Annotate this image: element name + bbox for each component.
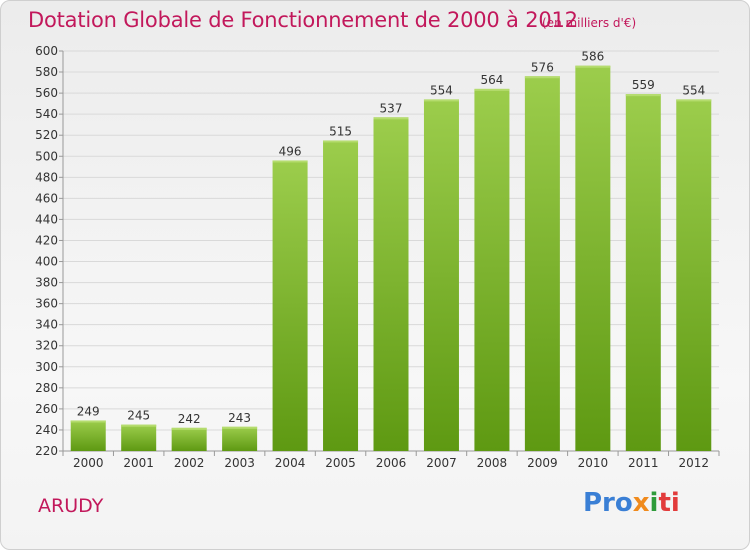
bar-top-highlight — [171, 427, 207, 430]
x-tick-label: 2000 — [73, 456, 104, 470]
y-tick-label: 520 — [35, 128, 58, 142]
data-label: 564 — [480, 73, 503, 87]
y-tick-label: 540 — [35, 107, 58, 121]
bar-top-highlight — [121, 424, 157, 427]
y-tick-labels: 220 240 260 280 300 320 340 360 380 400 420 440 460 4… — [35, 44, 58, 458]
bar-top-highlight — [524, 76, 560, 79]
y-tick-label: 460 — [35, 191, 58, 205]
y-tick-label: 420 — [35, 233, 58, 247]
data-label: 576 — [531, 60, 554, 74]
x-tick-label: 2009 — [527, 456, 558, 470]
bar — [70, 420, 106, 451]
y-tick-label: 340 — [35, 318, 58, 332]
x-tick-label: 2006 — [376, 456, 407, 470]
x-tick-label: 2008 — [477, 456, 508, 470]
x-tick-labels: 2000 2001 2002 2003 2004 2005 2006 2007 2008 2009… — [62, 451, 720, 470]
x-tick-label: 2011 — [628, 456, 659, 470]
bar — [676, 99, 712, 451]
x-tick-label: 2002 — [174, 456, 205, 470]
y-tick-label: 440 — [35, 212, 58, 226]
x-tick-label: 2005 — [325, 456, 356, 470]
bar — [121, 424, 157, 451]
y-tick-label: 320 — [35, 339, 58, 353]
data-label: 243 — [228, 411, 251, 425]
x-tick-label: 2001 — [123, 456, 154, 470]
town-name: ARUDY — [38, 495, 104, 517]
data-label: 242 — [178, 412, 201, 426]
y-tick-label: 560 — [35, 86, 58, 100]
data-label: 586 — [581, 50, 604, 64]
y-tick-label: 580 — [35, 65, 58, 79]
bar — [423, 99, 459, 451]
x-tick-label: 2007 — [426, 456, 457, 470]
data-label: 496 — [279, 144, 302, 158]
bar — [171, 427, 207, 451]
y-tick-label: 240 — [35, 423, 58, 437]
y-tick-label: 360 — [35, 297, 58, 311]
bar — [575, 65, 611, 451]
data-label: 245 — [127, 409, 150, 423]
bar — [524, 76, 560, 452]
y-tick-label: 220 — [35, 444, 58, 458]
bar-top-highlight — [373, 117, 409, 120]
bar — [474, 88, 510, 451]
y-tick-label: 480 — [35, 170, 58, 184]
data-label: 537 — [380, 101, 403, 115]
bar-top-highlight — [625, 94, 661, 97]
x-tick-label: 2004 — [275, 456, 306, 470]
bar-top-highlight — [474, 88, 510, 91]
bar — [272, 160, 308, 451]
y-tick-label: 600 — [35, 44, 58, 58]
x-tick-label: 2003 — [224, 456, 255, 470]
bar-top-highlight — [323, 140, 359, 143]
bar — [373, 117, 409, 451]
bar-top-highlight — [575, 65, 611, 68]
data-label: 554 — [682, 83, 705, 97]
data-labels: 249 245 242 243 496 515 537 554 564 576 586 559 554 — [77, 50, 705, 426]
unit-note: (en milliers d'€) — [542, 16, 637, 30]
bars — [70, 65, 712, 452]
bar — [222, 426, 258, 451]
y-tick-label: 260 — [35, 402, 58, 416]
bar-top-highlight — [222, 426, 258, 429]
x-tick-label: 2010 — [578, 456, 609, 470]
y-tick-label: 280 — [35, 381, 58, 395]
y-tick-label: 400 — [35, 255, 58, 269]
bar — [625, 94, 661, 451]
bar-top-highlight — [676, 99, 712, 102]
bar-top-highlight — [423, 99, 459, 102]
bar-top-highlight — [272, 160, 308, 163]
y-tick-label: 500 — [35, 149, 58, 163]
y-tick-label: 380 — [35, 276, 58, 290]
bar — [323, 140, 359, 451]
data-label: 559 — [632, 78, 655, 92]
chart-title: Dotation Globale de Fonctionnement de 20… — [28, 8, 578, 32]
y-tick-label: 300 — [35, 360, 58, 374]
data-label: 554 — [430, 83, 453, 97]
data-label: 515 — [329, 124, 352, 138]
x-tick-label: 2012 — [678, 456, 709, 470]
data-label: 249 — [77, 404, 100, 418]
proxiti-logo: Proxiti — [583, 488, 680, 518]
bar-top-highlight — [70, 420, 106, 423]
